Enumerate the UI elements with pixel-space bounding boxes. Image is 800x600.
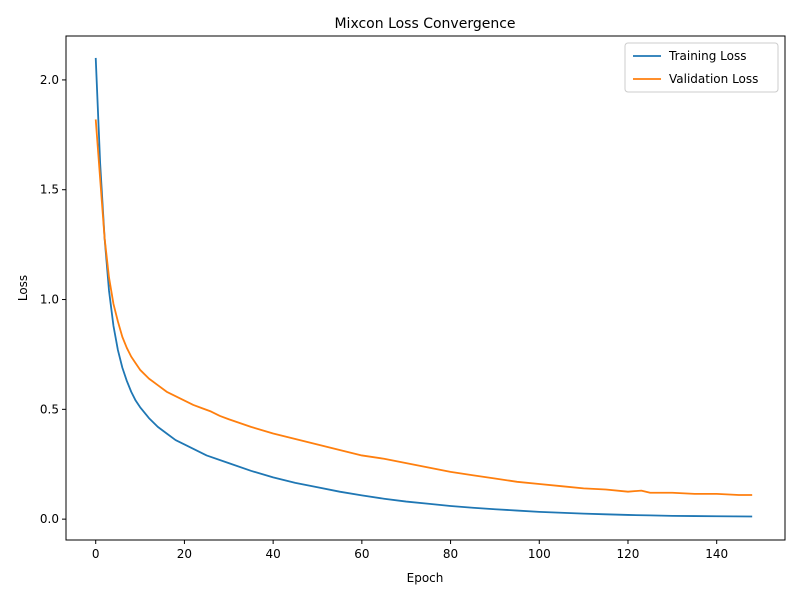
- y-tick-label: 2.0: [40, 73, 59, 87]
- y-axis-label: Loss: [16, 275, 30, 301]
- x-tick-label: 120: [617, 547, 640, 561]
- x-tick-label: 20: [177, 547, 192, 561]
- plot-area: 0 20 40 60 80 100 120 140 0.0 0.5 1.0 1.5 2.0: [40, 57, 753, 561]
- x-tick-label: 100: [528, 547, 551, 561]
- series-line-training-loss: [94, 57, 753, 518]
- x-tick-label: 140: [705, 547, 728, 561]
- series-line-validation-loss: [94, 119, 753, 496]
- x-tick-label: 40: [265, 547, 280, 561]
- axes-frame: [65, 35, 786, 541]
- y-tick-label: 0.0: [40, 512, 59, 526]
- chart-title: Mixcon Loss Convergence: [334, 16, 515, 32]
- y-tick-label: 0.5: [40, 402, 59, 416]
- legend-box: [624, 42, 779, 93]
- x-tick-label: 60: [354, 547, 369, 561]
- legend-label-training: Training Loss: [668, 49, 746, 63]
- legend: Training Loss Validation Loss: [624, 42, 779, 93]
- x-axis-label: Epoch: [407, 571, 444, 585]
- legend-label-validation: Validation Loss: [669, 72, 758, 86]
- x-tick-label: 80: [443, 547, 458, 561]
- y-tick-label: 1.0: [40, 293, 59, 307]
- x-tick-label: 0: [92, 547, 100, 561]
- y-tick-label: 1.5: [40, 183, 59, 197]
